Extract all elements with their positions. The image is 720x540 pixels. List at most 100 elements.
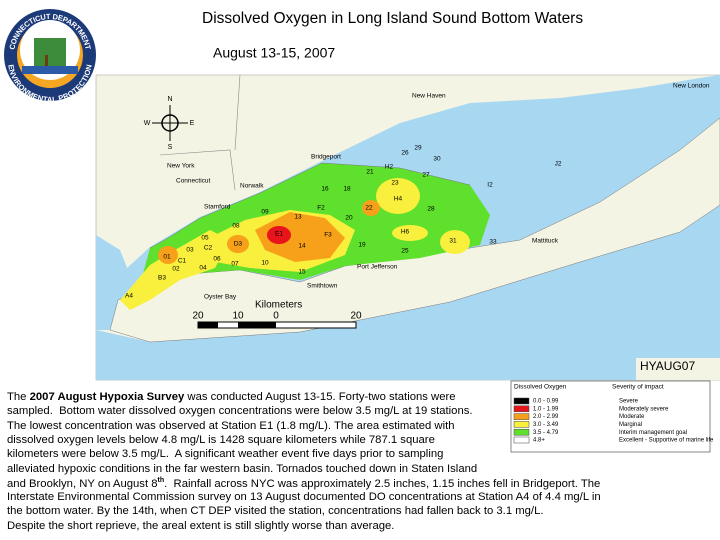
- place-label: Bridgeport: [311, 154, 341, 161]
- description-text: sampled. Bottom water dissolved oxygen c…: [7, 405, 473, 418]
- station-label: 29: [414, 145, 422, 152]
- description-line: The 2007 August Hypoxia Survey was condu…: [7, 391, 456, 403]
- place-label: Connecticut: [176, 178, 211, 185]
- description-text: was conducted August 13-15. Forty-two st…: [184, 391, 456, 403]
- station-label: F2: [317, 205, 325, 212]
- station-label: H4: [394, 196, 403, 203]
- legend-swatch: [513, 421, 530, 428]
- place-label: New York: [167, 163, 195, 170]
- map-code: HYAUG07: [640, 359, 695, 373]
- place-label: Port Jefferson: [357, 264, 398, 271]
- description-text: . Rainfall across NYC was approximately …: [164, 477, 601, 490]
- station-label: 33: [489, 239, 497, 246]
- station-label: 20: [345, 215, 353, 222]
- station-label: B3: [158, 275, 166, 282]
- compass-label: S: [168, 144, 173, 151]
- station-label: 16: [321, 186, 329, 193]
- logo: CONNECTICUT DEPARTMENT ENVIRONMENTAL PRO…: [4, 9, 96, 104]
- station-label: E1: [275, 231, 283, 238]
- station-label: H2: [385, 164, 394, 171]
- description-text: dissolved oxygen levels below 4.8 mg/L i…: [7, 433, 435, 446]
- station-label: 22: [365, 205, 373, 212]
- station-label: 21: [366, 169, 374, 176]
- description-text: and Brooklyn, NY on August 8: [7, 477, 158, 490]
- place-label: New London: [673, 83, 710, 90]
- station-label: 25: [401, 248, 409, 255]
- legend-range: 3.5 - 4.79: [533, 430, 559, 436]
- legend-swatch: [513, 397, 530, 405]
- station-label: 04: [199, 265, 207, 272]
- description-text: alleviated hypoxic conditions in the far…: [7, 462, 478, 475]
- station-label: 02: [172, 266, 180, 273]
- station-label: 08: [232, 223, 240, 230]
- station-label: 06: [213, 256, 221, 263]
- station-label: 13: [294, 214, 302, 221]
- station-label: J2: [555, 161, 562, 168]
- description-line: sampled. Bottom water dissolved oxygen c…: [7, 405, 473, 417]
- legend-range: 1.0 - 1.99: [533, 406, 559, 412]
- scale-tick-label: 20: [350, 311, 362, 322]
- scale-tick-label: 20: [192, 311, 204, 322]
- station-label: 03: [186, 247, 194, 254]
- description-line: the bottom water. By the 14th, when CT D…: [7, 505, 544, 517]
- station-label: H6: [401, 229, 410, 236]
- station-label: 31: [449, 238, 457, 245]
- station-label: F3: [324, 232, 332, 239]
- station-label: 28: [427, 206, 435, 213]
- title: Dissolved Oxygen in Long Island Sound Bo…: [202, 10, 583, 27]
- description-line: kilometers were below 3.5 mg/L. A signif…: [7, 448, 443, 460]
- station-label: 18: [343, 186, 351, 193]
- legend: Dissolved Oxygen Severity of impact 0.0 …: [510, 380, 714, 453]
- legend-severity: Excellent - Supportive of marine life: [619, 438, 714, 444]
- legend-severity: Severe: [619, 399, 639, 405]
- description-line: alleviated hypoxic conditions in the far…: [7, 463, 477, 475]
- station-label: 01: [163, 254, 171, 261]
- description-text: the bottom water. By the 14th, when CT D…: [7, 505, 544, 518]
- legend-swatch: [513, 436, 530, 444]
- scale-tick-label: 10: [232, 311, 244, 322]
- legend-range: 0.0 - 0.99: [533, 399, 559, 405]
- legend-range: 3.0 - 3.49: [533, 422, 559, 428]
- station-label: 15: [298, 269, 306, 276]
- station-label: 07: [231, 261, 239, 268]
- station-label: C2: [204, 245, 213, 252]
- place-label: Mattituck: [532, 238, 559, 245]
- station-label: 23: [391, 180, 399, 187]
- station-label: D3: [234, 241, 243, 248]
- description-line: The lowest concentration was observed at…: [7, 420, 455, 432]
- description-text: Despite the short reprieve, the areal ex…: [7, 519, 395, 532]
- legend-swatch: [513, 405, 530, 413]
- legend-range: 2.0 - 2.99: [533, 414, 559, 420]
- scale-unit: Kilometers: [255, 300, 302, 311]
- description-line: and Brooklyn, NY on August 8th. Rainfall…: [7, 477, 600, 490]
- station-label: 10: [261, 260, 269, 267]
- station-label: 19: [358, 242, 366, 249]
- legend-severity: Moderately severe: [619, 406, 669, 412]
- station-label: C1: [178, 258, 187, 265]
- place-label: Oyster Bay: [204, 294, 237, 301]
- station-label: 09: [261, 209, 269, 216]
- station-label: 27: [422, 172, 430, 179]
- description-text: 2007 August Hypoxia Survey: [29, 391, 185, 403]
- compass-label: W: [144, 120, 151, 127]
- description-text: Interstate Environmental Commission surv…: [7, 491, 601, 504]
- legend-severity: Marginal: [619, 422, 642, 428]
- station-label: I2: [487, 182, 493, 189]
- station-label: 14: [298, 243, 306, 250]
- legend-swatch: [513, 428, 530, 436]
- date: August 13-15, 2007: [213, 45, 335, 61]
- legend-swatch: [513, 413, 530, 420]
- station-label: A4: [125, 293, 133, 300]
- description-line: Despite the short reprieve, the areal ex…: [7, 520, 394, 532]
- description-line: dissolved oxygen levels below 4.8 mg/L i…: [7, 434, 435, 446]
- place-label: Norwalk: [240, 183, 264, 190]
- legend-range: 4.8+: [533, 438, 545, 444]
- scale-tick-label: 0: [273, 311, 279, 322]
- description-text: kilometers were below 3.5 mg/L. A signif…: [7, 448, 444, 461]
- station-label: 05: [201, 235, 209, 242]
- compass-label: N: [167, 96, 172, 103]
- legend-severity: Interim management goal: [619, 430, 687, 436]
- station-label: 30: [433, 156, 441, 163]
- map: [95, 74, 720, 381]
